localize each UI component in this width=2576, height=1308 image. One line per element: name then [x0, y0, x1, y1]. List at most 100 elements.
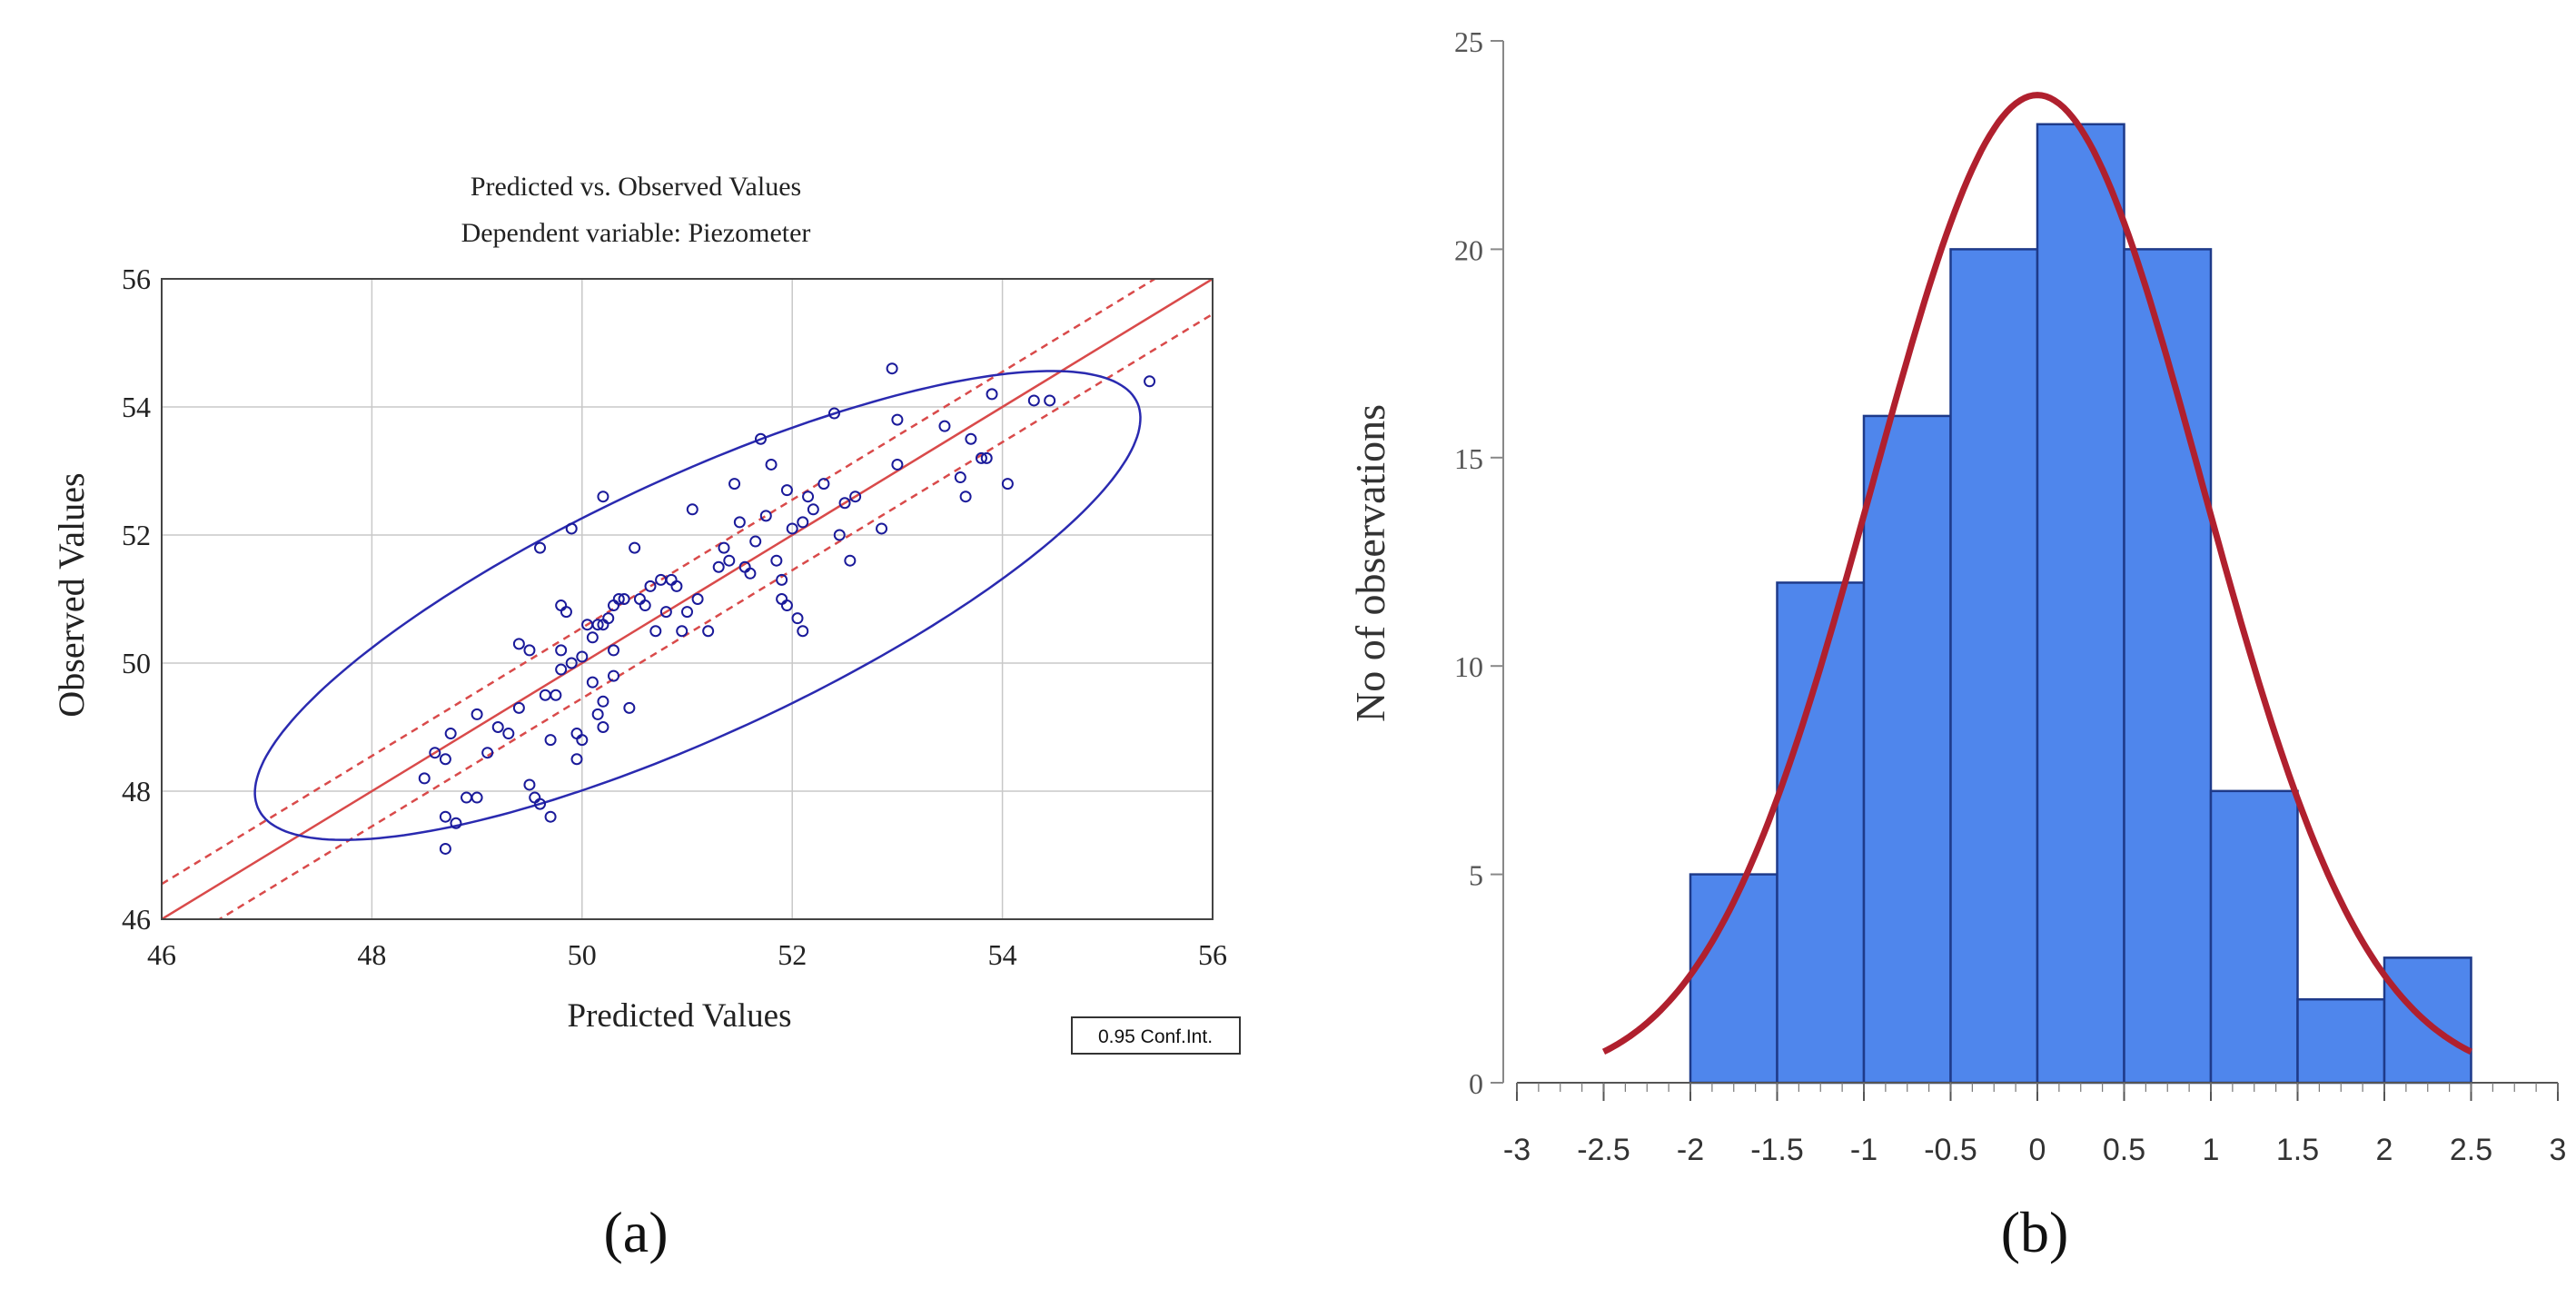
- x-tick-label: 0.5: [2103, 1133, 2145, 1167]
- data-point: [523, 778, 536, 791]
- data-point: [791, 612, 804, 625]
- confidence-band-lower: [217, 312, 1213, 919]
- data-point: [659, 606, 672, 619]
- data-point: [759, 510, 772, 522]
- panel-a-scatter: Predicted vs. Observed Values Dependent …: [51, 172, 1241, 1264]
- data-point: [754, 432, 767, 445]
- data-point: [597, 721, 609, 733]
- data-point: [618, 593, 630, 605]
- x-tick-label: 46: [147, 938, 176, 971]
- data-point: [591, 619, 604, 631]
- y-tick-label: 56: [122, 263, 151, 295]
- plot-content: [162, 279, 1213, 919]
- data-point: [733, 516, 746, 529]
- data-point: [886, 362, 898, 375]
- data-point: [891, 458, 904, 471]
- data-point: [502, 728, 515, 740]
- x-tick-label: 54: [988, 938, 1017, 971]
- y-tick-label: 50: [122, 647, 151, 679]
- data-point: [817, 478, 830, 490]
- grid-lines: [162, 279, 1213, 919]
- data-point: [639, 600, 651, 612]
- data-point: [418, 772, 431, 785]
- data-point: [439, 753, 451, 766]
- histogram-bar: [2123, 248, 2213, 1085]
- data-point: [555, 600, 568, 612]
- data-point: [891, 413, 904, 426]
- data-point: [555, 663, 568, 676]
- histogram-bars: [1689, 123, 2472, 1085]
- data-point: [576, 734, 589, 747]
- data-point: [439, 842, 451, 855]
- data-point: [608, 644, 620, 657]
- data-point: [691, 593, 704, 605]
- data-point: [975, 451, 987, 464]
- fit-line: [162, 279, 1213, 919]
- data-point: [1027, 394, 1040, 407]
- data-point: [565, 657, 578, 669]
- y-tick-label: 5: [1469, 859, 1483, 892]
- data-point: [444, 728, 457, 740]
- data-point: [797, 625, 809, 638]
- data-point: [807, 503, 819, 516]
- data-point: [954, 471, 966, 484]
- histogram-bar: [2209, 789, 2299, 1085]
- data-point: [481, 747, 494, 759]
- data-point: [797, 516, 809, 529]
- data-point: [612, 593, 625, 605]
- y-axis-label-b: No of observations: [1347, 404, 1393, 722]
- data-point: [770, 554, 783, 567]
- legend-label: 0.95 Conf.Int.: [1098, 1026, 1213, 1047]
- data-point: [980, 451, 993, 464]
- data-point: [965, 432, 977, 445]
- x-tick-label: 2: [2376, 1133, 2393, 1167]
- data-point: [529, 791, 541, 804]
- data-point: [491, 721, 504, 733]
- y-tick-label: 48: [122, 775, 151, 808]
- data-point: [776, 593, 788, 605]
- data-point: [712, 560, 725, 573]
- data-point: [986, 388, 998, 401]
- prediction-ellipse: [253, 370, 1142, 841]
- plot-area: [162, 279, 1213, 919]
- data-point: [838, 497, 851, 510]
- data-point: [570, 753, 583, 766]
- x-tick-label: -1.5: [1750, 1133, 1804, 1167]
- x-tick-label: 1: [2203, 1133, 2220, 1167]
- data-point: [633, 593, 646, 605]
- y-tick-label: 25: [1454, 25, 1483, 58]
- x-tick-label: -2: [1677, 1133, 1704, 1167]
- data-point: [586, 631, 599, 644]
- y-tick-label: 46: [122, 903, 151, 936]
- data-point: [534, 541, 547, 554]
- data-point: [670, 580, 683, 592]
- data-point: [608, 600, 620, 612]
- data-point: [523, 644, 536, 657]
- data-point: [723, 554, 736, 567]
- histogram-bar: [1862, 414, 1952, 1085]
- x-tick-label: 2.5: [2450, 1133, 2492, 1167]
- data-point: [570, 728, 583, 740]
- legend-box: [1071, 1016, 1241, 1055]
- data-point: [550, 689, 562, 701]
- data-point: [1044, 394, 1056, 407]
- x-tick-label: 50: [568, 938, 597, 971]
- data-point: [602, 612, 615, 625]
- data-point: [471, 791, 483, 804]
- histogram-bar: [2036, 123, 2125, 1085]
- data-point: [1001, 478, 1014, 490]
- data-point: [597, 695, 609, 708]
- data-point: [649, 625, 662, 638]
- data-point: [702, 625, 715, 638]
- data-point: [512, 638, 525, 650]
- x-tick-label: 0: [2029, 1133, 2046, 1167]
- x-tick-label: -2.5: [1577, 1133, 1630, 1167]
- data-point: [665, 573, 678, 586]
- data-point: [776, 573, 788, 586]
- data-point: [471, 708, 483, 720]
- data-point: [1144, 375, 1156, 388]
- y-tick-label: 0: [1469, 1067, 1483, 1100]
- normal-curve-line: [1601, 92, 2473, 1055]
- panel-label-a: (a): [603, 1200, 668, 1264]
